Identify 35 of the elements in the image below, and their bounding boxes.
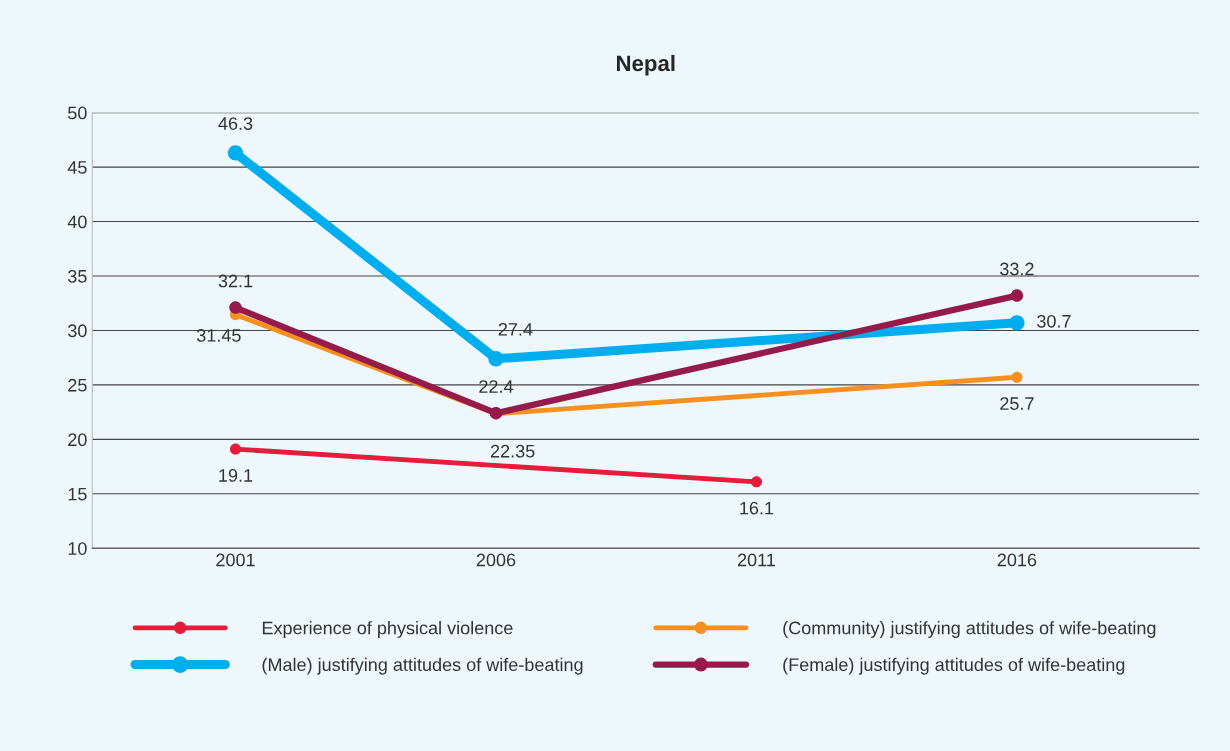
x-tick-label: 2016 bbox=[997, 553, 1037, 567]
data-label: 30.7 bbox=[1037, 314, 1071, 328]
x-tick-label: 2006 bbox=[476, 553, 516, 567]
data-label: 19.1 bbox=[219, 469, 253, 482]
point bbox=[488, 351, 504, 367]
y-tick-label: 45 bbox=[67, 161, 87, 174]
data-label: 32.1 bbox=[218, 274, 253, 288]
legend-label: (Community) justifying attitudes of wife-beating bbox=[783, 621, 1156, 638]
x-tick-label: 2011 bbox=[737, 553, 775, 567]
y-tick-label: 50 bbox=[68, 106, 87, 120]
data-label: 31.45 bbox=[196, 329, 241, 342]
point bbox=[750, 476, 763, 488]
y-tick-label: 40 bbox=[67, 215, 87, 229]
chart-title: Nepal bbox=[616, 54, 675, 76]
legend-label: (Male) justifying attitudes of wife-beating bbox=[262, 657, 583, 675]
data-label: 16.1 bbox=[740, 501, 774, 515]
data-label: 25.7 bbox=[1000, 397, 1034, 410]
point bbox=[1011, 371, 1023, 383]
data-label: 22.35 bbox=[490, 444, 535, 458]
legend-label: Experience of physical violence bbox=[262, 621, 513, 638]
point bbox=[229, 443, 242, 455]
point bbox=[227, 145, 244, 161]
point bbox=[1010, 289, 1024, 302]
y-tick-label: 25 bbox=[68, 378, 87, 392]
y-tick-label: 20 bbox=[68, 433, 87, 447]
point bbox=[1009, 315, 1025, 331]
y-tick-label: 30 bbox=[68, 324, 87, 338]
data-label: 46.3 bbox=[218, 117, 253, 130]
y-tick-label: 10 bbox=[68, 542, 87, 555]
y-tick-label: 35 bbox=[68, 269, 87, 283]
data-label: 33.2 bbox=[1000, 262, 1034, 276]
y-tick-label: 15 bbox=[68, 487, 87, 501]
point bbox=[229, 301, 242, 314]
legend-label: (Female) justifying attitudes of wife-beating bbox=[783, 657, 1125, 675]
x-tick-label: 2001 bbox=[216, 553, 255, 567]
